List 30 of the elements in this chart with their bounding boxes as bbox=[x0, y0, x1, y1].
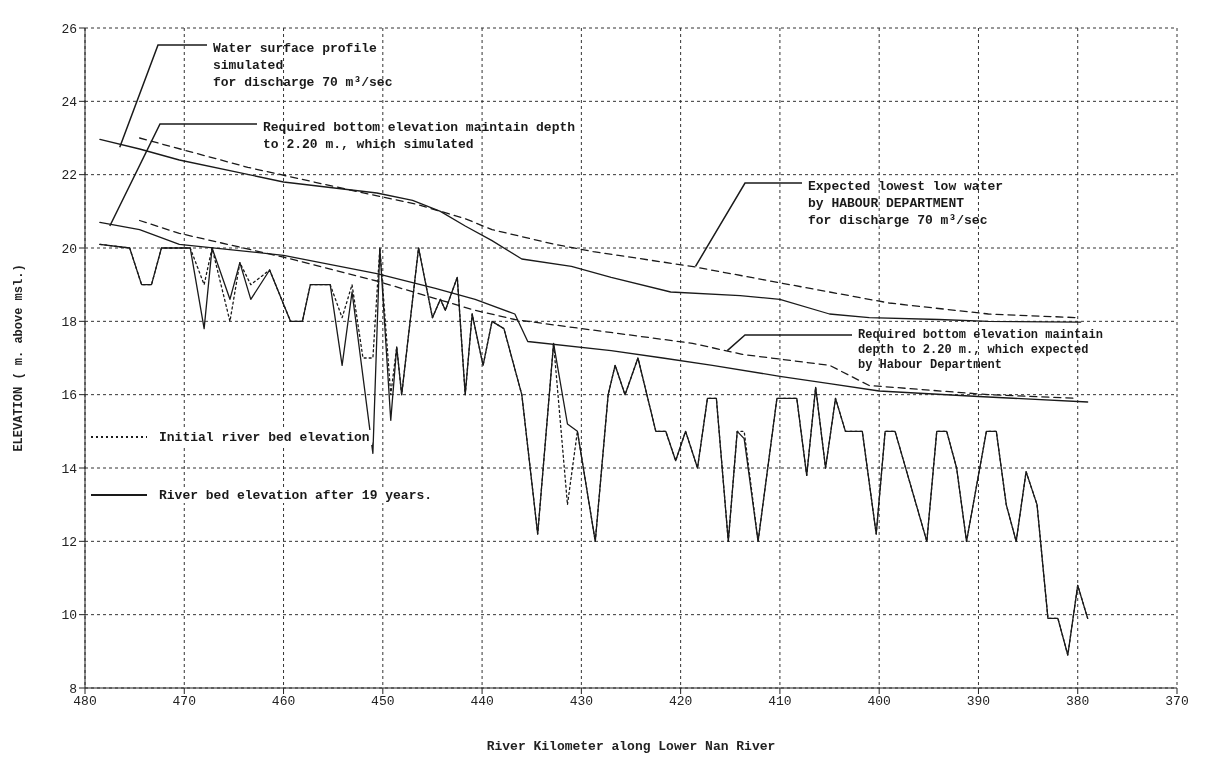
y-tick-label: 18 bbox=[61, 314, 77, 330]
y-tick-label: 24 bbox=[61, 94, 78, 110]
x-tick-label: 440 bbox=[470, 694, 494, 710]
y-tick-label: 10 bbox=[61, 608, 77, 624]
x-tick-label: 390 bbox=[966, 694, 991, 710]
y-tick-label: 14 bbox=[61, 461, 78, 477]
y-tick-label: 8 bbox=[69, 681, 77, 697]
x-tick-label: 420 bbox=[668, 694, 693, 710]
annotation: Water surface profile simulated for discharge 70 m³/sec bbox=[213, 41, 393, 90]
y-tick-label: 12 bbox=[61, 534, 77, 550]
x-tick-label: 460 bbox=[271, 694, 296, 710]
annotation: Expected lowest low water by HABOUR DEPARTMENT for discharge 70 m³/sec bbox=[808, 179, 1004, 228]
x-tick-label: 430 bbox=[569, 694, 594, 710]
y-tick-label: 26 bbox=[61, 21, 77, 37]
x-tick-label: 380 bbox=[1066, 694, 1090, 710]
legend-label: Initial river bed elevation bbox=[157, 429, 372, 445]
y-tick-label: 22 bbox=[61, 168, 77, 184]
y-tick-label: 20 bbox=[61, 241, 77, 257]
y-tick-label: 16 bbox=[61, 388, 77, 404]
annotation: Required bottom elevation maintain depth to 2.20 m., which expected by Habour Department bbox=[858, 328, 1103, 372]
x-tick-label: 400 bbox=[867, 694, 891, 710]
legend-label: River bed elevation after 19 years. bbox=[157, 487, 435, 503]
x-tick-label: 410 bbox=[768, 694, 792, 710]
annotation: Required bottom elevation maintain depth to 2.20 m., which simulated bbox=[263, 120, 576, 152]
x-tick-label: 470 bbox=[172, 694, 196, 710]
y-axis-title: ELEVATION ( m. above msl.) bbox=[12, 264, 27, 452]
x-axis-title: River Kilometer along Lower Nan River bbox=[486, 739, 776, 754]
x-tick-label: 450 bbox=[371, 694, 395, 710]
x-tick-label: 480 bbox=[73, 694, 97, 710]
x-tick-label: 370 bbox=[1165, 694, 1189, 710]
